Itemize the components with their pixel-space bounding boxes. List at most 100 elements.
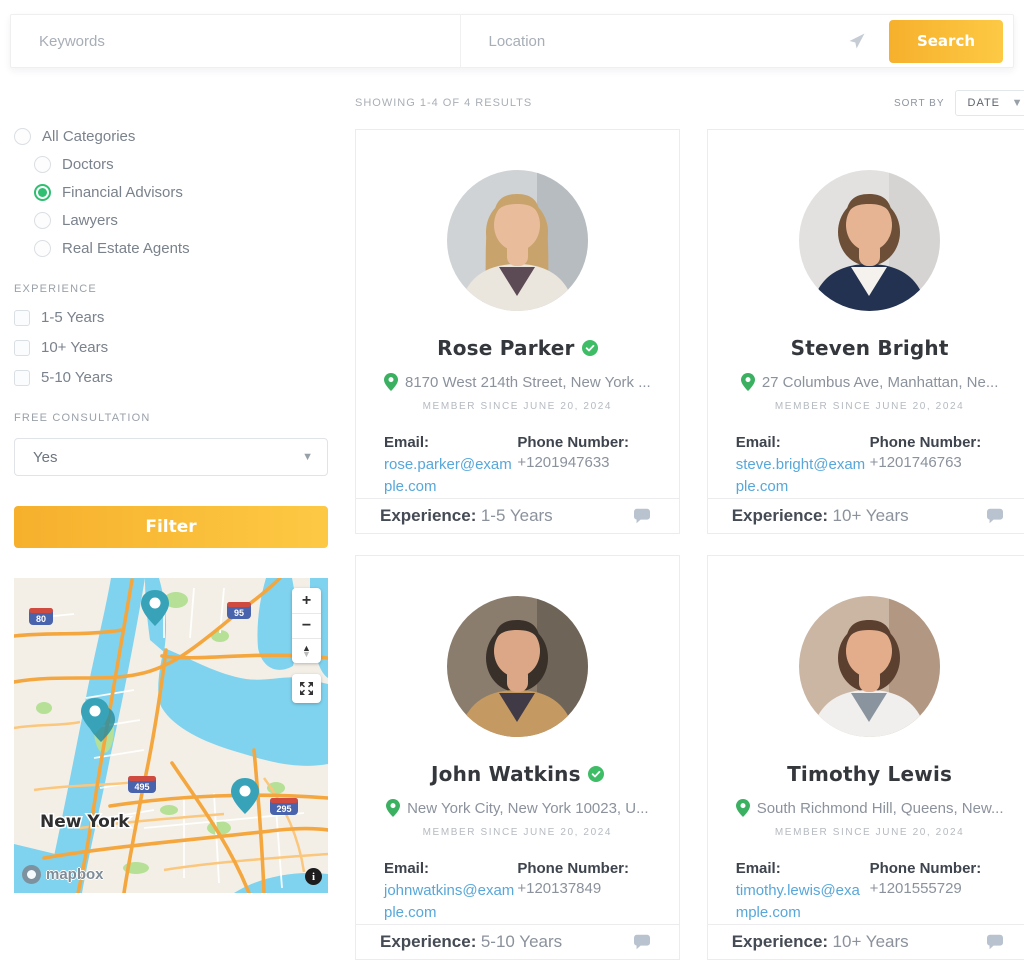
verified-badge-icon [587, 766, 604, 782]
map-canvas: 80 95 295 495 New York [14, 578, 328, 893]
compass-north-icon: ▲ [302, 643, 311, 653]
sort-value: DATE [967, 97, 1001, 109]
category-radio-option[interactable]: All Categories [14, 128, 328, 145]
compass-south-icon: ▼ [302, 649, 311, 659]
member-address: 8170 West 214th Street, New York ... [405, 373, 651, 391]
member-since: MEMBER SINCE JUNE 20, 2024 [774, 827, 965, 838]
checkbox-icon [14, 369, 30, 386]
fullscreen-icon [300, 682, 313, 695]
radio-icon [34, 212, 51, 229]
phone-value: +1201947633 [517, 454, 610, 471]
fullscreen-button[interactable] [292, 674, 321, 703]
phone-value: +1201555729 [869, 880, 962, 897]
result-card: Timothy Lewis South Richmond Hill, Queen… [706, 555, 1024, 960]
checkbox-label: 5-10 Years [41, 369, 113, 386]
phone-label: Phone Number: [869, 434, 982, 451]
experience-line: Experience: 5-10 Years [380, 931, 563, 951]
profile-photo[interactable] [446, 170, 588, 311]
profile-photo[interactable] [446, 596, 588, 737]
category-label: Financial Advisors [62, 184, 183, 201]
location-pin-icon [735, 799, 750, 817]
mapbox-logo[interactable]: mapbox [22, 865, 104, 884]
map-zoom-controls: + − ▲ ▼ [292, 588, 321, 663]
radio-icon [34, 184, 51, 201]
map-pin [141, 590, 169, 626]
experience-checkbox-option[interactable]: 5-10 Years [14, 369, 328, 386]
email-link[interactable]: rose.parker@example.com [384, 456, 512, 495]
chat-icon[interactable] [633, 934, 651, 950]
email-link[interactable]: johnwatkins@example.com [384, 882, 515, 921]
keywords-input[interactable] [11, 15, 460, 67]
experience-line: Experience: 10+ Years [731, 505, 909, 525]
category-radio-option[interactable]: Lawyers [34, 212, 328, 229]
results-map[interactable]: 80 95 295 495 New York + − [14, 578, 328, 893]
checkbox-icon [14, 309, 30, 326]
member-name: Timothy Lewis [787, 762, 953, 786]
chevron-down-icon: ▼ [302, 451, 313, 463]
experience-checkbox-group: 1-5 Years 10+ Years 5-10 Years [14, 309, 328, 386]
mapbox-icon [22, 865, 41, 884]
radio-icon [34, 156, 51, 173]
search-bar: Search [10, 14, 1014, 68]
free-consultation-value: Yes [33, 448, 58, 466]
free-consultation-select[interactable]: Yes ▼ [14, 438, 328, 476]
chat-icon[interactable] [986, 508, 1004, 524]
result-card: Rose Parker 8170 West 214th Street, New … [355, 129, 680, 534]
map-pin [81, 698, 109, 734]
compass-button[interactable]: ▲ ▼ [292, 638, 321, 663]
member-since: MEMBER SINCE JUNE 20, 2024 [774, 401, 965, 412]
category-label: Real Estate Agents [62, 240, 190, 257]
category-radio-option[interactable]: Real Estate Agents [34, 240, 328, 257]
experience-checkbox-option[interactable]: 1-5 Years [14, 309, 328, 326]
location-pin-icon [386, 799, 401, 817]
locate-me-icon[interactable] [847, 31, 867, 51]
sort-select[interactable]: DATE ▼ [954, 90, 1024, 116]
chat-icon[interactable] [986, 934, 1004, 950]
category-label: Lawyers [62, 212, 118, 229]
map-pins[interactable] [81, 590, 259, 814]
svg-text:295: 295 [276, 804, 291, 814]
map-pin [231, 778, 259, 814]
phone-value: +1201746763 [869, 454, 962, 471]
results-count: SHOWING 1-4 OF 4 RESULTS [355, 97, 533, 109]
svg-text:495: 495 [134, 782, 149, 792]
member-address: 27 Columbus Ave, Manhattan, Ne... [761, 373, 999, 391]
chat-icon[interactable] [633, 508, 651, 524]
result-card: Steven Bright 27 Columbus Ave, Manhattan… [706, 129, 1024, 534]
verified-badge-icon [581, 340, 598, 356]
member-address: South Richmond Hill, Queens, New... [756, 799, 1004, 817]
location-input[interactable] [460, 15, 847, 67]
experience-line: Experience: 1-5 Years [380, 505, 553, 525]
results-area: SHOWING 1-4 OF 4 RESULTS SORT BY DATE ▼ [355, 88, 1024, 960]
map-roads-main [14, 578, 328, 893]
category-radio-option[interactable]: Doctors [34, 156, 328, 173]
member-address: New York City, New York 10023, U... [407, 799, 649, 817]
phone-label: Phone Number: [869, 860, 982, 877]
member-name: Steven Bright [790, 336, 949, 360]
sort-by-label: SORT BY [893, 97, 945, 109]
email-link[interactable]: timothy.lewis@example.com [735, 882, 860, 921]
profile-photo[interactable] [799, 596, 941, 737]
category-label: All Categories [42, 128, 136, 145]
category-radio-option[interactable]: Financial Advisors [34, 184, 328, 201]
member-since: MEMBER SINCE JUNE 20, 2024 [422, 827, 613, 838]
phone-label: Phone Number: [517, 434, 630, 451]
map-city-label: New York [40, 812, 130, 832]
category-radio-group: All Categories Doctors Financial Advisor… [14, 128, 328, 257]
svg-text:95: 95 [234, 608, 244, 618]
search-button[interactable]: Search [889, 19, 1003, 63]
profile-photo[interactable] [799, 170, 941, 311]
map-attribution-info-icon[interactable]: i [305, 868, 322, 885]
free-consultation-label: Free Consultation [14, 412, 151, 424]
map-roads-secondary [14, 720, 328, 873]
radio-icon [14, 128, 31, 145]
zoom-out-button[interactable]: − [292, 613, 321, 638]
phone-value: +120137849 [517, 880, 602, 897]
chevron-down-icon: ▼ [1011, 97, 1024, 109]
checkbox-icon [14, 339, 30, 356]
experience-checkbox-option[interactable]: 10+ Years [14, 339, 328, 356]
filter-button[interactable]: Filter [14, 506, 328, 548]
zoom-in-button[interactable]: + [301, 591, 312, 609]
email-link[interactable]: steve.bright@example.com [735, 456, 866, 495]
checkbox-label: 1-5 Years [41, 309, 105, 326]
